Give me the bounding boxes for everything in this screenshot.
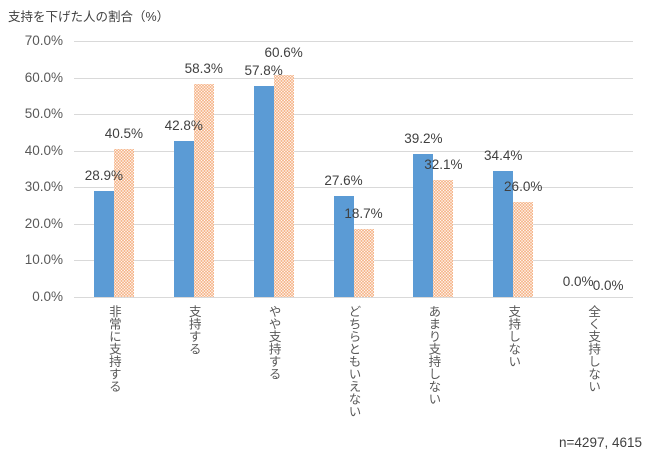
- category-label: どちらともいえない: [346, 305, 361, 418]
- data-label: 39.2%: [404, 130, 443, 146]
- data-label: 60.6%: [264, 44, 303, 60]
- y-axis-tick-label: 10.0%: [24, 252, 63, 267]
- category-label: やや支持する: [266, 305, 281, 380]
- data-label: 58.3%: [184, 60, 223, 76]
- bar-blue-solid: [173, 140, 194, 297]
- bar-orange-dotted: [193, 83, 214, 297]
- y-axis-tick-label: 30.0%: [24, 179, 63, 194]
- gridline: [74, 187, 633, 188]
- category-label: 全く支持しない: [586, 305, 601, 393]
- data-label: 34.4%: [484, 148, 523, 164]
- data-label: 42.8%: [164, 117, 203, 133]
- gridline: [74, 151, 633, 152]
- gridline: [74, 114, 633, 115]
- category-label: あまり支持しない: [426, 305, 441, 405]
- y-axis-tick-label: 70.0%: [24, 33, 63, 48]
- y-axis-tick-label: 40.0%: [24, 143, 63, 158]
- bar-orange-dotted: [433, 179, 454, 297]
- category-label: 非常に支持する: [106, 305, 121, 393]
- sample-size-annotation: n=4297, 4615: [559, 435, 642, 450]
- data-label: 28.9%: [84, 168, 124, 184]
- y-axis-tick-label: 20.0%: [24, 216, 63, 231]
- bar-blue-solid: [333, 196, 354, 297]
- y-axis-tick-label: 50.0%: [24, 106, 63, 121]
- chart-title: 支持を下げた人の割合（%）: [8, 10, 170, 24]
- data-label: 26.0%: [504, 178, 543, 194]
- data-label: 18.7%: [344, 205, 383, 221]
- bar-orange-dotted: [513, 201, 534, 297]
- bar-blue-solid: [413, 153, 434, 297]
- gridline: [74, 224, 633, 225]
- data-label: 40.5%: [104, 125, 144, 141]
- bar-blue-solid: [93, 191, 114, 297]
- data-label: 0.0%: [592, 278, 624, 293]
- data-label: 0.0%: [562, 274, 594, 289]
- category-label: 支持する: [186, 305, 201, 355]
- bar-blue-solid: [253, 85, 274, 297]
- bar-orange-dotted: [273, 75, 294, 297]
- bar-orange-dotted: [353, 228, 374, 297]
- data-label: 27.6%: [324, 173, 363, 189]
- y-axis-tick-label: 0.0%: [32, 289, 63, 304]
- bar-orange-dotted: [113, 148, 134, 297]
- gridline: [74, 297, 633, 298]
- category-label: 支持しない: [506, 305, 521, 368]
- gridline: [74, 41, 633, 42]
- data-label: 32.1%: [424, 156, 463, 172]
- data-label: 57.8%: [244, 62, 283, 78]
- bar-blue-solid: [493, 171, 514, 297]
- gridline: [74, 78, 633, 79]
- y-axis-tick-label: 60.0%: [24, 70, 63, 85]
